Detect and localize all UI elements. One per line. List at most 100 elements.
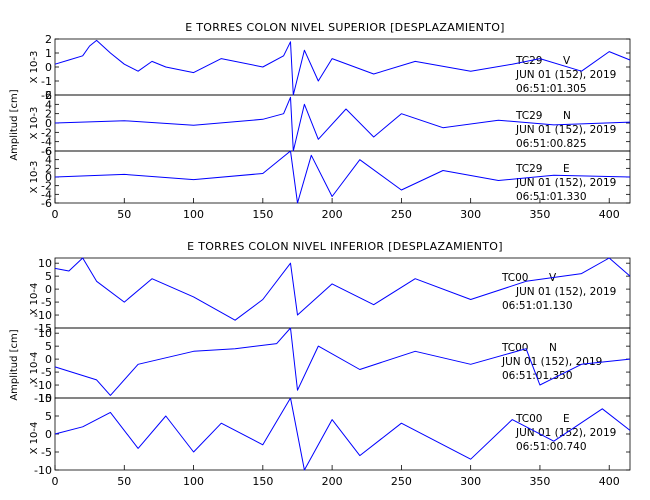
panel-inferior-v: X 10-4 TC00 V JUN 01 (152), 2019 06:51:0…	[29, 257, 631, 329]
y-tick-label-inferior-n-2: -5	[41, 366, 52, 379]
x-tick-label-superior-6: 300	[460, 208, 481, 221]
station-inferior-n: TC00	[501, 342, 529, 354]
series-line-inferior-e	[54, 397, 631, 471]
x-tick-label-inferior-5: 250	[391, 475, 412, 488]
annotation-inferior-n: TC00 N JUN 01 (152), 2019 06:51:01.350	[501, 342, 602, 382]
x-tick-label-superior-3: 150	[252, 208, 273, 221]
y-tick-label-superior-v-4: 2	[45, 33, 52, 46]
y-tick-label-superior-e-2: -2	[41, 180, 52, 193]
station-superior-n: TC29	[515, 110, 543, 122]
y-tick-label-inferior-v-3: 0	[45, 283, 52, 296]
date-superior-n: JUN 01 (152), 2019	[515, 124, 616, 136]
x-tick-label-inferior-6: 300	[460, 475, 481, 488]
y-tick-label-inferior-v-4: 5	[45, 270, 52, 283]
panel-superior-e: X 10-3 TC29 E JUN 01 (152), 2019 06:51:0…	[29, 150, 631, 204]
series-line-superior-v	[54, 39, 631, 96]
y-tick-label-inferior-n-0: -15	[34, 392, 52, 405]
component-inferior-e: E	[563, 413, 570, 425]
x-tick-label-superior-2: 100	[183, 208, 204, 221]
y-tick-label-superior-n-1: -4	[41, 136, 52, 149]
x-tick-label-superior-5: 250	[391, 208, 412, 221]
y-tick-label-superior-e-0: -6	[41, 197, 52, 210]
y-tick-label-superior-n-4: 2	[45, 108, 52, 121]
x-tick-label-superior-1: 50	[117, 208, 131, 221]
date-superior-e: JUN 01 (152), 2019	[515, 177, 616, 189]
station-inferior-v: TC00	[501, 272, 529, 284]
y-tick-label-superior-v-0: -2	[41, 89, 52, 102]
x-tick-label-inferior-2: 100	[183, 475, 204, 488]
scale-label-inferior-n: X 10-4	[29, 352, 40, 385]
y-tick-label-superior-v-3: 1	[45, 47, 52, 60]
scale-label-superior-e: X 10-3	[29, 161, 40, 194]
series-line-inferior-n	[54, 327, 631, 396]
time-superior-e: 06:51:01.330	[516, 191, 587, 203]
y-tick-label-inferior-e-0: -10	[34, 464, 52, 477]
series-line-superior-e	[54, 150, 631, 204]
scale-label-inferior-v: X 10-4	[29, 283, 40, 316]
date-inferior-v: JUN 01 (152), 2019	[515, 286, 616, 298]
y-tick-label-superior-v-2: 0	[45, 61, 52, 74]
y-tick-label-superior-e-1: -4	[41, 188, 52, 201]
scale-label-superior-v: X 10-3	[29, 51, 40, 84]
x-tick-label-superior-7: 350	[529, 208, 550, 221]
x-tick-label-superior-0: 0	[52, 208, 59, 221]
y-tick-label-superior-n-0: -6	[41, 145, 52, 158]
date-inferior-n: JUN 01 (152), 2019	[501, 356, 602, 368]
x-tick-label-inferior-7: 350	[529, 475, 550, 488]
y-tick-label-inferior-v-2: -5	[41, 296, 52, 309]
panel-superior-v: X 10-3 TC29 V JUN 01 (152), 2019 06:51:0…	[29, 38, 631, 96]
series-line-inferior-v	[54, 257, 631, 321]
y-tick-label-superior-e-6: 6	[45, 145, 52, 158]
y-tick-label-inferior-v-5: 10	[38, 257, 52, 270]
scale-label-superior-n: X 10-3	[29, 107, 40, 140]
station-inferior-e: TC00	[515, 413, 543, 425]
annotation-superior-v: TC29 V JUN 01 (152), 2019 06:51:01.305	[515, 55, 616, 95]
y-tick-label-superior-e-5: 4	[45, 154, 52, 167]
x-tick-label-inferior-1: 50	[117, 475, 131, 488]
time-inferior-v: 06:51:01.130	[502, 300, 573, 312]
y-tick-label-inferior-n-1: -10	[34, 379, 52, 392]
y-tick-label-inferior-v-1: -10	[34, 309, 52, 322]
component-superior-n: N	[563, 110, 571, 122]
y-tick-label-superior-n-2: -2	[41, 126, 52, 139]
time-superior-v: 06:51:01.305	[516, 83, 587, 95]
annotation-inferior-e: TC00 E JUN 01 (152), 2019 06:51:00.740	[515, 413, 616, 453]
y-tick-label-inferior-n-3: 0	[45, 353, 52, 366]
y-tick-label-superior-e-3: 0	[45, 171, 52, 184]
x-tick-label-inferior-8: 400	[599, 475, 620, 488]
y-tick-label-inferior-e-2: 0	[45, 428, 52, 441]
x-tick-label-superior-8: 400	[599, 208, 620, 221]
ylabel-inferior: Amplitud [cm]	[9, 329, 20, 400]
time-inferior-e: 06:51:00.740	[516, 441, 587, 453]
annotation-superior-n: TC29 N JUN 01 (152), 2019 06:51:00.825	[515, 110, 616, 150]
component-superior-e: E	[563, 163, 570, 175]
station-superior-e: TC29	[515, 163, 543, 175]
y-tick-label-superior-n-5: 4	[45, 98, 52, 111]
time-inferior-n: 06:51:01.350	[502, 370, 573, 382]
chart-title-inferior: E TORRES COLON NIVEL INFERIOR [DESPLAZAM…	[187, 240, 503, 253]
component-superior-v: V	[563, 55, 571, 67]
y-tick-label-inferior-e-4: 10	[38, 392, 52, 405]
ylabel-superior: Amplitud [cm]	[9, 89, 20, 160]
component-inferior-n: N	[549, 342, 557, 354]
y-tick-label-superior-n-3: 0	[45, 117, 52, 130]
time-superior-n: 06:51:00.825	[516, 138, 587, 150]
y-tick-label-inferior-n-4: 5	[45, 340, 52, 353]
series-line-superior-n	[54, 96, 631, 152]
panel-inferior-e: X 10-4 TC00 E JUN 01 (152), 2019 06:51:0…	[29, 397, 631, 471]
panel-inferior-n: X 10-4 TC00 N JUN 01 (152), 2019 06:51:0…	[29, 327, 631, 399]
y-tick-label-superior-n-6: 6	[45, 89, 52, 102]
y-tick-label-inferior-e-1: -5	[41, 446, 52, 459]
y-tick-label-inferior-v-0: -15	[34, 322, 52, 335]
chart-title-superior: E TORRES COLON NIVEL SUPERIOR [DESPLAZAM…	[185, 21, 505, 34]
y-tick-label-superior-v-1: -1	[41, 75, 52, 88]
y-tick-label-inferior-n-5: 10	[38, 327, 52, 340]
x-tick-label-superior-4: 200	[322, 208, 343, 221]
x-tick-label-inferior-3: 150	[252, 475, 273, 488]
x-tick-label-inferior-4: 200	[322, 475, 343, 488]
annotation-inferior-v: TC00 V JUN 01 (152), 2019 06:51:01.130	[501, 272, 616, 312]
y-tick-label-superior-e-4: 2	[45, 162, 52, 175]
annotation-superior-e: TC29 E JUN 01 (152), 2019 06:51:01.330	[515, 163, 616, 203]
date-superior-v: JUN 01 (152), 2019	[515, 69, 616, 81]
